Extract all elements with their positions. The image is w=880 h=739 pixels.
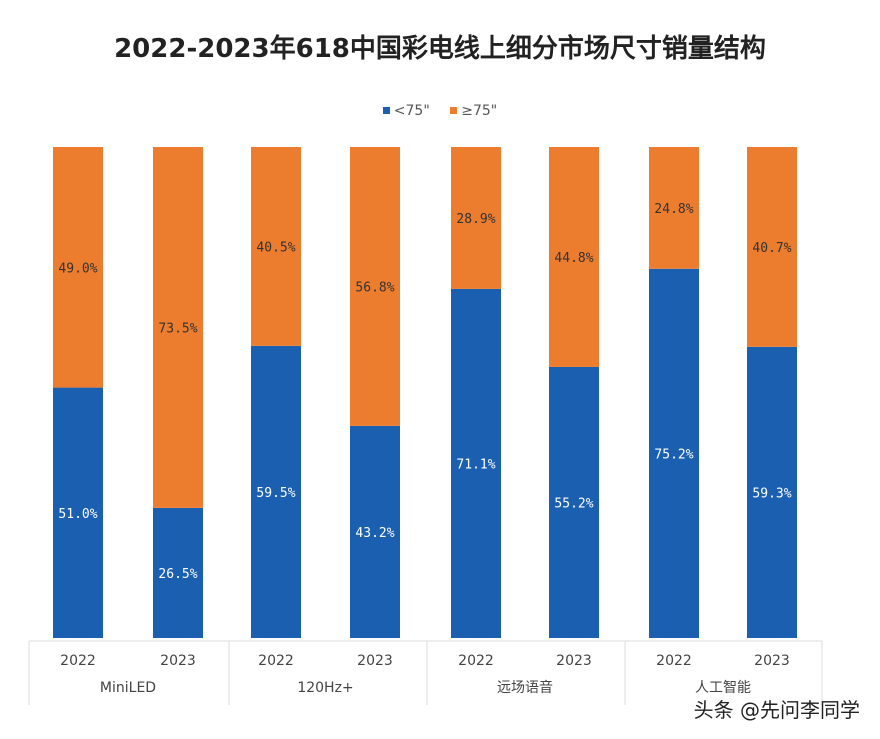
data-label: 44.8% [554,251,593,266]
legend: <75" ≥75" [0,102,880,119]
chart-title: 2022-2023年618中国彩电线上细分市场尺寸销量结构 [114,34,766,64]
legend-label: <75" [393,102,430,119]
legend-item-ge75: ≥75" [450,103,497,119]
data-label: 73.5% [158,321,197,336]
bar-segment-lt75 [153,507,203,638]
data-label: 26.5% [158,567,197,582]
group-label: 远场语音 [497,679,553,696]
data-label: 24.8% [654,202,693,217]
legend-swatch [450,107,458,114]
data-label: 55.2% [554,496,593,511]
legend-swatch [382,107,390,114]
bar-segment-ge75 [549,147,599,367]
data-label: 49.0% [58,261,97,276]
bar-segment-ge75 [649,147,699,269]
bar-segment-lt75 [251,345,301,638]
legend-label: ≥75" [461,102,498,119]
bar-segment-lt75 [451,288,501,638]
data-label: 28.9% [456,212,495,227]
x-tick-label: 2023 [357,653,393,669]
data-label: 59.3% [752,486,791,501]
data-label: 59.5% [256,486,295,501]
x-tick-label: 2023 [160,653,196,669]
x-tick-label: 2023 [754,653,790,669]
data-label: 40.5% [256,240,295,255]
bar-segment-lt75 [549,366,599,638]
legend-item-lt75: <75" [382,102,430,119]
group-label: 人工智能 [695,680,751,696]
data-label: 75.2% [654,447,693,462]
x-tick-label: 2022 [458,653,494,669]
bar-segment-ge75 [53,147,103,388]
bar-segment-lt75 [649,268,699,638]
bar-segment-lt75 [53,387,103,638]
data-label: 43.2% [355,526,394,541]
bar-segment-ge75 [153,147,203,508]
bar-segment-ge75 [350,147,400,426]
watermark: 头条 @先问李同学 [693,698,860,722]
x-tick-label: 2022 [656,653,692,669]
data-label: 40.7% [752,241,791,256]
group-label: 120Hz+ [297,680,353,696]
data-label: 71.1% [456,457,495,472]
group-label: MiniLED [100,680,156,696]
bar-segment-ge75 [451,147,501,289]
bar-segment-lt75 [350,425,400,638]
x-tick-label: 2022 [60,653,96,669]
x-tick-label: 2023 [556,653,592,669]
bar-segment-lt75 [747,346,797,638]
x-tick-label: 2022 [258,653,294,669]
data-label: 51.0% [58,507,97,522]
bar-segment-ge75 [251,147,301,346]
data-label: 56.8% [355,280,394,295]
bar-segment-ge75 [747,147,797,347]
